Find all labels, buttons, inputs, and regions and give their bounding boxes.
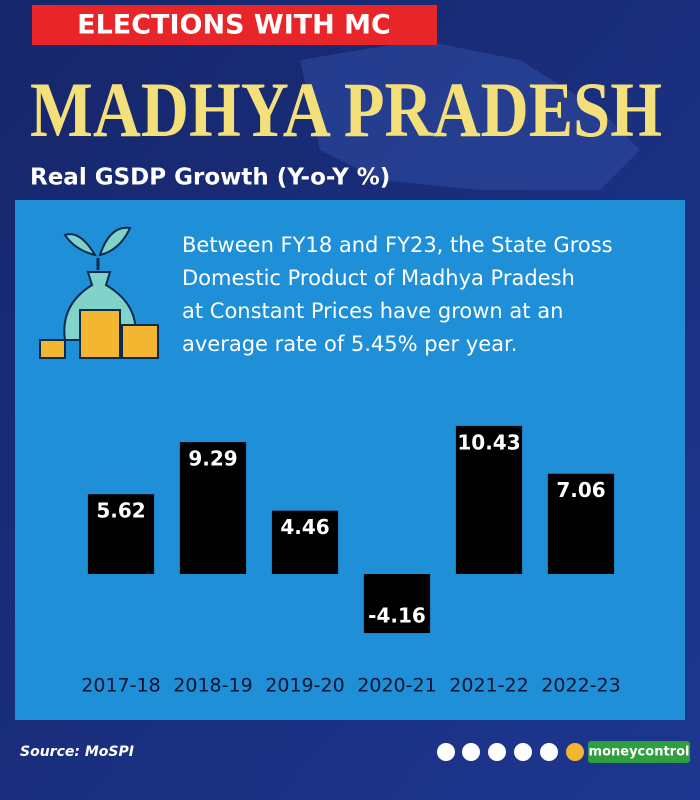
value-label: 10.43: [457, 430, 520, 454]
description-line: average rate of 5.45% per year.: [182, 332, 517, 356]
bar: [455, 425, 523, 574]
banner: ELECTIONS WITH MC: [77, 10, 391, 41]
description-line: at Constant Prices have grown at an: [182, 299, 563, 323]
x-tick-label: 2022-23: [541, 675, 620, 697]
description-line: Between FY18 and FY23, the State Gross: [182, 233, 613, 257]
x-tick-label: 2018-19: [173, 675, 252, 697]
social-icons: [437, 743, 584, 761]
x-tick-label: 2021-22: [449, 675, 528, 697]
subtitle: Real GSDP Growth (Y-o-Y %): [30, 165, 390, 191]
panel: [15, 200, 685, 720]
banner-bg: [32, 5, 437, 45]
title: MADHYA PRADESH: [30, 66, 662, 153]
map-shape: [300, 40, 640, 190]
value-label: 7.06: [556, 478, 605, 502]
value-label: 5.62: [96, 499, 145, 523]
brand: moneycontrol: [589, 745, 690, 760]
x-tick-label: 2020-21: [357, 675, 436, 697]
money-bag-icon: [39, 226, 159, 359]
value-label: -4.16: [368, 604, 426, 628]
value-label: 4.46: [280, 515, 329, 539]
bar: [87, 494, 155, 574]
x-tick-label: 2019-20: [265, 675, 344, 697]
bar: [271, 510, 339, 574]
brand-bg: [588, 741, 690, 763]
bar: [547, 473, 615, 574]
bar: [179, 442, 247, 574]
source: Source: MoSPI: [20, 744, 134, 760]
bar: [363, 574, 431, 634]
value-label: 9.29: [188, 447, 237, 471]
description-line: Domestic Product of Madhya Pradesh: [182, 266, 575, 290]
x-tick-label: 2017-18: [81, 675, 160, 697]
